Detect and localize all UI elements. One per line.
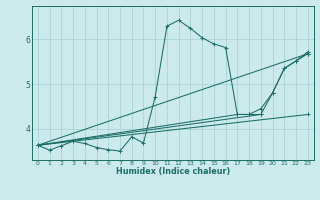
- X-axis label: Humidex (Indice chaleur): Humidex (Indice chaleur): [116, 167, 230, 176]
